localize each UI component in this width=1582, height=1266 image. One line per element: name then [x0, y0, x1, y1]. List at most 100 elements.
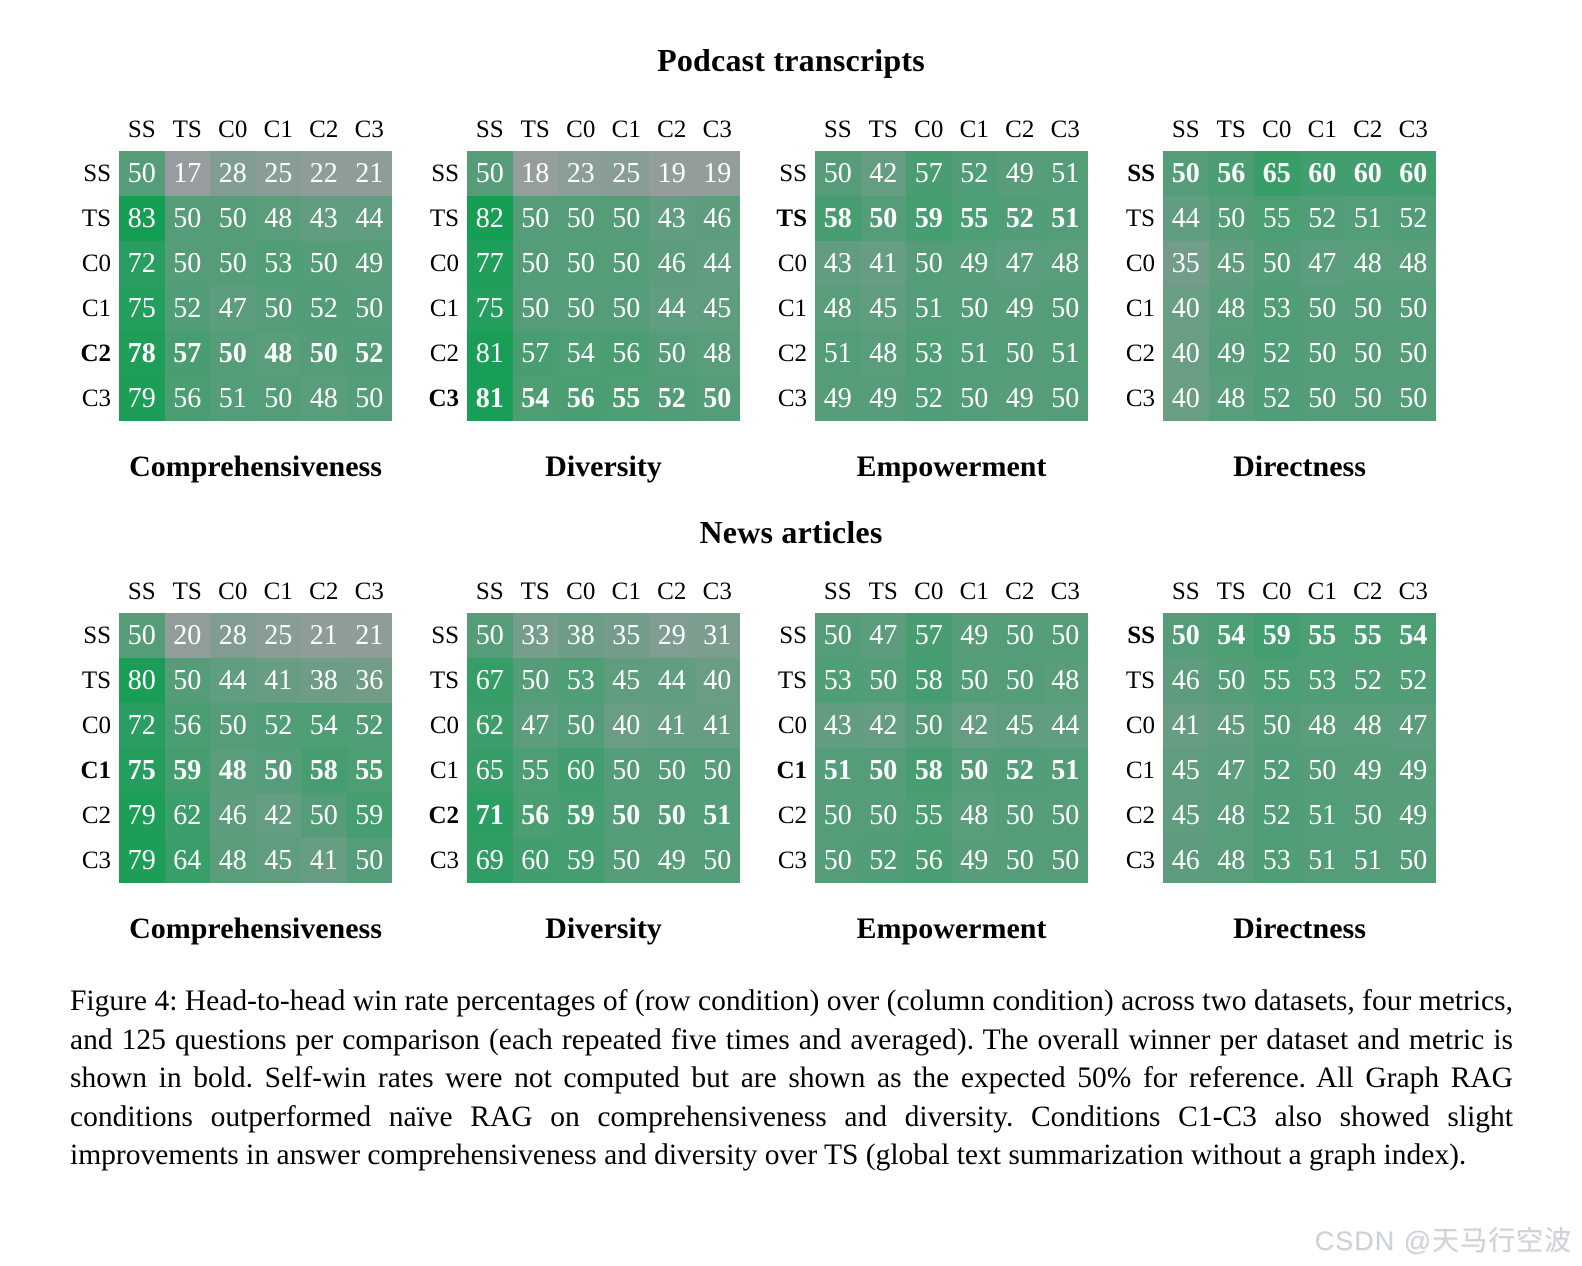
heatmap-cell: 49 [815, 376, 861, 421]
heatmap-cell: 50 [1345, 331, 1391, 376]
metric-title: Diversity [545, 450, 662, 483]
heatmap-grid: SS TS C0 C1 C2 C3 SS 50 17 28 25 22 21 TS 83 50 50 48 43 44… [75, 113, 392, 421]
heatmap-cell: 65 [1254, 151, 1300, 196]
col-header: C3 [354, 578, 384, 605]
row-header: C3 [1125, 846, 1155, 874]
heatmap-cell: 50 [164, 241, 210, 286]
heatmap-cell: 49 [997, 151, 1043, 196]
heatmap-grid: SS TS C0 C1 C2 C3 SS 50 42 57 52 49 51 TS 58 50 59 55 52 51… [771, 113, 1088, 421]
heatmap-cell: 50 [558, 241, 604, 286]
heatmap-cell: 48 [951, 793, 997, 838]
heatmap-cell: 50 [119, 613, 165, 658]
heatmap-cell: 28 [210, 613, 256, 658]
heatmap-cell: 50 [815, 793, 861, 838]
col-header: TS [520, 116, 550, 143]
col-header: C3 [702, 116, 732, 143]
heatmap-cell: 17 [164, 151, 210, 196]
heatmap-cell: 50 [603, 286, 649, 331]
row-header: C1 [81, 294, 111, 322]
col-header: C3 [1050, 116, 1080, 143]
col-header: TS [1216, 578, 1246, 605]
heatmap-cell: 45 [1208, 703, 1254, 748]
heatmap-cell: 47 [1208, 748, 1254, 793]
row-header: TS [429, 666, 459, 694]
heatmap-cell: 43 [815, 703, 861, 748]
heatmap-cell: 50 [1254, 703, 1300, 748]
col-header: TS [520, 578, 550, 605]
metric-title: Directness [1233, 450, 1366, 483]
heatmap-cell: 50 [997, 838, 1043, 883]
heatmap-cell: 22 [301, 151, 347, 196]
heatmap-cell: 58 [906, 748, 952, 793]
heatmap-cell: 48 [1299, 703, 1345, 748]
heatmap-cell: 44 [210, 658, 256, 703]
heatmap-cell: 50 [603, 241, 649, 286]
heatmap-cell: 48 [255, 196, 301, 241]
heatmap-cell: 54 [512, 376, 558, 421]
heatmap-cell: 53 [815, 658, 861, 703]
heatmap-cell: 20 [164, 613, 210, 658]
heatmap-cell: 19 [649, 151, 695, 196]
heatmap-cell: 50 [1299, 331, 1345, 376]
heatmap-cell: 47 [997, 241, 1043, 286]
heatmap-cell: 50 [255, 286, 301, 331]
heatmap-cell: 51 [815, 748, 861, 793]
heatmap-cell: 21 [346, 613, 392, 658]
heatmap-cell: 52 [164, 286, 210, 331]
heatmap-cell: 41 [694, 703, 740, 748]
heatmap-cell: 81 [467, 331, 513, 376]
heatmap-cell: 52 [301, 286, 347, 331]
row-header: C0 [777, 711, 807, 739]
heatmap-cell: 45 [1163, 748, 1209, 793]
heatmap-cell: 50 [210, 703, 256, 748]
grid-corner [423, 575, 467, 613]
grid-corner [75, 113, 119, 151]
row-header: SS [779, 621, 807, 649]
heatmap-cell: 42 [255, 793, 301, 838]
heatmap-cell: 50 [210, 196, 256, 241]
heatmap-cell: 50 [119, 151, 165, 196]
heatmap-grid: SS TS C0 C1 C2 C3 SS 50 54 59 55 55 54 TS 46 50 55 53 52 52… [1119, 575, 1436, 883]
metric-title: Empowerment [856, 450, 1047, 483]
row-header: C2 [428, 801, 459, 829]
heatmap-cell: 72 [119, 703, 165, 748]
heatmap-cell: 58 [301, 748, 347, 793]
heatmap-cell: 50 [1042, 286, 1088, 331]
heatmap-cell: 21 [301, 613, 347, 658]
col-header: C3 [1398, 116, 1428, 143]
heatmap-cell: 54 [558, 331, 604, 376]
col-header: C2 [1005, 116, 1035, 143]
heatmap-cell: 54 [1390, 613, 1436, 658]
heatmap-cell: 50 [512, 658, 558, 703]
heatmap-cell: 45 [997, 703, 1043, 748]
row-header: C2 [777, 339, 807, 367]
heatmap-cell: 55 [1299, 613, 1345, 658]
heatmap-cell: 38 [301, 658, 347, 703]
heatmap-cell: 55 [1254, 658, 1300, 703]
heatmap-cell: 52 [860, 838, 906, 883]
heatmap-cell: 50 [1345, 286, 1391, 331]
heatmap-cell: 50 [815, 151, 861, 196]
heatmap-cell: 67 [467, 658, 513, 703]
col-header: C1 [611, 116, 641, 143]
heatmap-grid: SS TS C0 C1 C2 C3 SS 50 20 28 25 21 21 TS 80 50 44 41 38 36… [75, 575, 392, 883]
heatmap-cell: 50 [603, 838, 649, 883]
heatmap-podcast-transcripts-empowerment: SS TS C0 C1 C2 C3 SS 50 42 57 52 49 51 TS 58 50 59 55 52 51… [771, 113, 1088, 484]
heatmap-cell: 50 [1345, 376, 1391, 421]
heatmap-cell: 55 [346, 748, 392, 793]
heatmap-cell: 58 [906, 658, 952, 703]
row-header: C1 [429, 294, 459, 322]
heatmap-cell: 45 [603, 658, 649, 703]
col-header: C2 [657, 116, 687, 143]
col-header: TS [172, 116, 202, 143]
figure-caption: Figure 4: Head-to-head win rate percenta… [70, 985, 1513, 1171]
heatmap-cell: 50 [603, 196, 649, 241]
heatmap-cell: 47 [860, 613, 906, 658]
heatmap-cell: 60 [1345, 151, 1391, 196]
heatmap-grid: SS TS C0 C1 C2 C3 SS 50 33 38 35 29 31 TS 67 50 53 45 44 40… [423, 575, 740, 883]
heatmap-cell: 51 [210, 376, 256, 421]
row-header: C0 [81, 249, 111, 277]
heatmap-cell: 51 [1042, 748, 1088, 793]
heatmap-cell: 50 [694, 838, 740, 883]
heatmap-cell: 50 [997, 793, 1043, 838]
